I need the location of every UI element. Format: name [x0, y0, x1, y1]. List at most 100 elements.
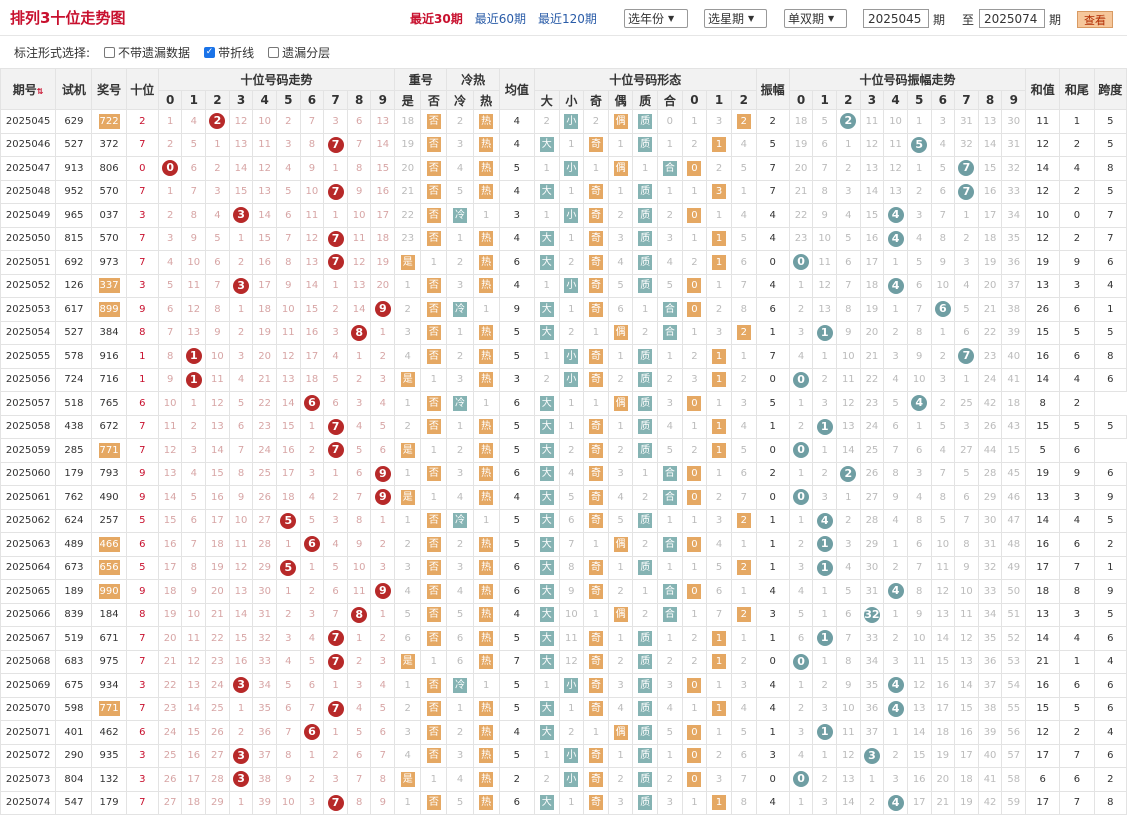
table-cell: 6 [125, 532, 159, 557]
table-cell: 2 [859, 790, 885, 815]
table-cell: 12 [252, 156, 277, 181]
table-cell: 3 [394, 320, 422, 345]
miss-count: 3 [892, 350, 899, 362]
miss-count: 1 [715, 468, 723, 480]
table-row: 2025061 762 490 9 14 5 16 9 26 18 4 2 7 9 是 1 4 热 4 大 5 奇 4 2 合 0… [0, 485, 1127, 510]
table-cell: 热 [472, 696, 500, 721]
table-cell: 952 [55, 179, 93, 204]
table-cell: 大 [533, 320, 560, 345]
remainder-tag: 0 [687, 771, 702, 787]
sort-icon[interactable]: ⇅ [36, 86, 44, 96]
hit-ball: 7 [327, 653, 344, 670]
table-cell: 2 [681, 649, 708, 674]
table-cell: 质 [632, 132, 659, 157]
miss-count: 0 [666, 115, 674, 127]
value: 527 [64, 327, 84, 339]
miss-count: 6 [568, 515, 575, 527]
period-60-link[interactable]: 最近60期 [474, 12, 526, 26]
view-button[interactable]: 查看 [1077, 11, 1113, 28]
table-cell: 3 [812, 790, 837, 815]
table-cell: 3 [883, 767, 908, 792]
miss-count: 19 [163, 609, 177, 621]
miss-count: 15 [936, 656, 950, 668]
miss-count: 39 [983, 726, 997, 738]
miss-count: 38 [983, 703, 997, 715]
checkbox[interactable] [268, 46, 280, 58]
value: 26 [1036, 303, 1050, 315]
miss-count: 20 [865, 327, 879, 339]
checkbox-checked[interactable]: ✓ [204, 46, 216, 58]
option-no-missing[interactable]: 不带遗漏数据 [104, 44, 190, 61]
table-cell: 5 [299, 649, 325, 674]
value: 6 [1107, 468, 1114, 480]
state-tag: 合 [662, 301, 677, 317]
subheader-cell: 1 [706, 90, 732, 110]
amplitude-ball: 1 [816, 536, 833, 553]
miss-count: 3 [963, 256, 970, 268]
table-cell: 20 [370, 273, 396, 298]
table-cell: 1 [788, 391, 814, 416]
miss-count: 13 [889, 186, 902, 198]
state-tag: 小 [564, 348, 579, 364]
from-period-input[interactable]: 2025045 [863, 9, 929, 28]
miss-count: 34 [258, 679, 272, 691]
table-cell: 8 [1059, 579, 1095, 604]
miss-count: 35 [983, 632, 997, 644]
miss-count: 2 [797, 538, 805, 550]
value: 975 [99, 656, 119, 668]
table-cell: 21 [205, 602, 230, 627]
miss-count: 3 [456, 139, 464, 151]
table-cell: 0 [681, 532, 708, 557]
table-cell: 2025047 [0, 156, 57, 181]
kuadu-header: 跨度 [1093, 68, 1127, 110]
miss-count: 12 [841, 397, 855, 409]
state-tag: 小 [564, 771, 579, 787]
qihao-header[interactable]: 期号⇅ [0, 68, 57, 110]
to-period-input[interactable]: 2025074 [979, 9, 1045, 28]
miss-count: 1 [821, 750, 828, 762]
state-tag: 偶 [613, 607, 628, 623]
value: 672 [99, 421, 119, 433]
miss-count: 2 [617, 773, 624, 785]
table-cell: 12 [930, 579, 956, 604]
table-cell: 4 [930, 132, 956, 157]
period-120-link[interactable]: 最近120期 [537, 12, 597, 26]
table-cell: 4 [883, 273, 908, 298]
checkbox[interactable] [104, 46, 116, 58]
value: 5 [513, 444, 521, 456]
table-cell: 7 [125, 696, 159, 721]
table-cell: 4 [446, 156, 474, 181]
table-cell: 1 [346, 344, 372, 369]
table-cell: 4 [607, 696, 634, 721]
amplitude-ball: 6 [934, 301, 951, 318]
state-tag: 奇 [588, 513, 603, 529]
table-cell: 质 [632, 250, 659, 275]
table-cell: 10 [299, 179, 325, 204]
subheader-cell: 2 [836, 90, 861, 110]
option-with-line[interactable]: ✓ 带折线 [204, 44, 254, 61]
table-cell: 12 [859, 132, 885, 157]
oddeven-select[interactable]: 单双期 ▼ [784, 9, 847, 28]
option-layered[interactable]: 遗漏分层 [268, 44, 330, 61]
miss-count: 5 [892, 397, 899, 409]
table-cell: 3 [906, 203, 932, 228]
state-tag: 是 [400, 372, 415, 388]
miss-count: 12 [258, 162, 272, 174]
miss-count: 4 [740, 421, 747, 433]
table-cell: 2025058 [0, 414, 57, 439]
table-cell: 15 [977, 156, 1003, 181]
miss-count: 3 [821, 397, 828, 409]
table-cell: 17 [977, 203, 1003, 228]
table-cell: 9 [370, 579, 396, 604]
miss-count: 3 [214, 186, 221, 198]
amplitude-ball: 1 [816, 324, 833, 341]
value: 519 [64, 632, 84, 644]
period-30-link[interactable]: 最近30期 [410, 12, 463, 26]
miss-count: 13 [960, 656, 973, 668]
table-cell: 否 [420, 179, 448, 204]
week-select[interactable]: 选星期 ▼ [704, 9, 767, 28]
miss-count: 4 [166, 256, 174, 268]
table-cell: 大 [533, 696, 560, 721]
year-select[interactable]: 选年份 ▼ [624, 9, 688, 28]
value: 3 [513, 209, 521, 221]
